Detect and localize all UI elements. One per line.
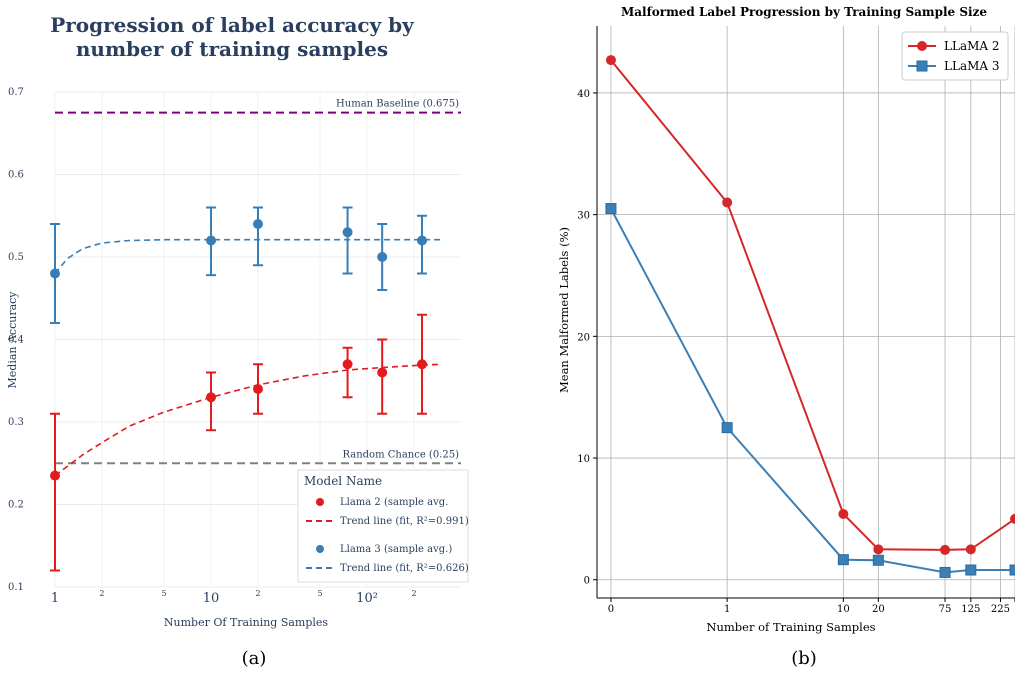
legend-llama3-label: Llama 3 (sample avg.): [340, 544, 452, 555]
y-tick-label: 0.3: [8, 417, 24, 428]
legend-box: [297, 469, 469, 583]
y-tick-label: 0.5: [8, 252, 24, 263]
x-tick-label: 1: [51, 591, 59, 606]
panel-a-chart: Progression of label accuracy by number …: [6, 13, 469, 629]
y-tick-label: 0.6: [8, 170, 24, 181]
x-tick-label: 125: [961, 604, 980, 615]
data-point: [872, 554, 884, 566]
legend-llama2-marker: [917, 41, 927, 51]
x-tick-label: 0: [608, 604, 614, 615]
chart-b-tick-labels: 0 10 20 30 40 0 1 10 20 75 125 225: [577, 89, 1010, 615]
legend-llama3-marker: [316, 545, 324, 553]
data-point: [206, 235, 217, 246]
chart-a-title-line2: number of training samples: [76, 37, 388, 61]
data-point: [377, 252, 388, 262]
data-point: [342, 227, 353, 238]
x-tick-label: 225: [991, 604, 1010, 615]
x-tick-label: 1: [724, 604, 730, 615]
data-point: [253, 219, 263, 229]
chart-b-legend: LLaMA 2 LLaMA 3: [901, 31, 1009, 81]
data-point: [1010, 513, 1015, 524]
legend-llama3-trend-label: Trend line (fit, R²=0.626): [340, 563, 469, 574]
data-point: [50, 470, 60, 481]
chart-b-y-axis-label: Mean Malformed Labels (%): [557, 227, 571, 393]
y-tick-label: 0.4: [8, 335, 24, 346]
chart-a-data-points: [50, 206, 428, 572]
chart-a-title-line1: Progression of label accuracy by: [50, 13, 415, 37]
x-minor-tick-label: 2: [411, 589, 416, 598]
chart-a-tick-labels: 0.1 0.2 0.3 0.4 0.5 0.6 0.7 1 10 10² 2 5 2 5 2: [8, 87, 417, 606]
legend-title: Model Name: [304, 474, 382, 488]
x-minor-tick-label: 5: [162, 589, 167, 598]
data-point: [721, 422, 733, 434]
chart-a-trend-lines: [54, 238, 442, 477]
x-tick-label: 75: [939, 604, 952, 615]
legend-box: [901, 31, 1009, 81]
legend-llama3-marker: [916, 60, 928, 72]
legend-llama2-label: Llama 2 (sample avg.: [340, 497, 448, 508]
data-point: [50, 268, 60, 279]
chart-b-title: Malformed Label Progression by Training …: [621, 5, 987, 19]
x-minor-tick-label: 2: [255, 589, 260, 598]
chart-b-x-axis-label: Number of Training Samples: [706, 620, 875, 634]
y-tick-label: 0: [584, 576, 590, 587]
legend-llama3-label: LLaMA 3: [944, 59, 1000, 73]
data-point: [965, 544, 976, 555]
x-tick-label: 20: [872, 604, 885, 615]
data-point: [837, 554, 849, 566]
chart-a-legend: Model Name Llama 2 (sample avg. Trend li…: [297, 469, 469, 583]
y-tick-label: 20: [577, 332, 590, 343]
trend-line-1: [54, 238, 442, 275]
legend-llama2-marker: [316, 498, 324, 506]
data-point: [605, 203, 617, 215]
legend-llama2-trend-label: Trend line (fit, R²=0.991): [340, 516, 469, 527]
y-tick-label: 0.2: [8, 500, 24, 511]
x-tick-label: 10: [837, 604, 850, 615]
data-point: [342, 359, 353, 370]
legend-llama2-label: LLaMA 2: [944, 39, 1000, 53]
x-tick-label: 10²: [356, 591, 378, 606]
trend-line-0: [54, 363, 442, 477]
caption-a: (a): [242, 648, 267, 669]
data-point: [206, 392, 217, 403]
y-tick-label: 0.7: [8, 87, 24, 98]
data-point: [253, 384, 263, 394]
y-tick-label: 0.1: [8, 582, 24, 593]
reference-line-label: Random Chance (0.25): [342, 449, 459, 460]
y-tick-label: 40: [577, 89, 590, 100]
x-minor-tick-label: 2: [99, 589, 104, 598]
data-point: [722, 197, 733, 208]
chart-a-reference-lines: Human Baseline (0.675) Random Chance (0.2…: [55, 99, 461, 465]
data-point: [940, 544, 951, 555]
data-point: [605, 55, 616, 66]
chart-a-x-axis-label: Number Of Training Samples: [164, 616, 329, 629]
x-minor-tick-label: 5: [318, 589, 323, 598]
data-point: [377, 367, 388, 378]
data-point: [417, 235, 428, 246]
data-point: [939, 566, 951, 578]
chart-b-series: [605, 55, 1015, 578]
data-point: [873, 544, 884, 555]
reference-line-label: Human Baseline (0.675): [336, 99, 459, 110]
y-tick-label: 10: [577, 454, 590, 465]
data-point: [417, 359, 428, 370]
y-tick-label: 30: [577, 211, 590, 222]
data-point: [1009, 564, 1015, 576]
chart-b-gridlines: [593, 26, 1015, 602]
caption-b: (b): [791, 648, 817, 669]
chart-b-plot-area: [597, 26, 1015, 598]
panel-b-chart: Malformed Label Progression by Training …: [557, 5, 1015, 634]
chart-a-y-axis-label: Median Accuracy: [6, 291, 19, 389]
data-point: [838, 509, 849, 520]
data-point: [965, 564, 977, 576]
x-tick-label: 10: [203, 591, 220, 606]
